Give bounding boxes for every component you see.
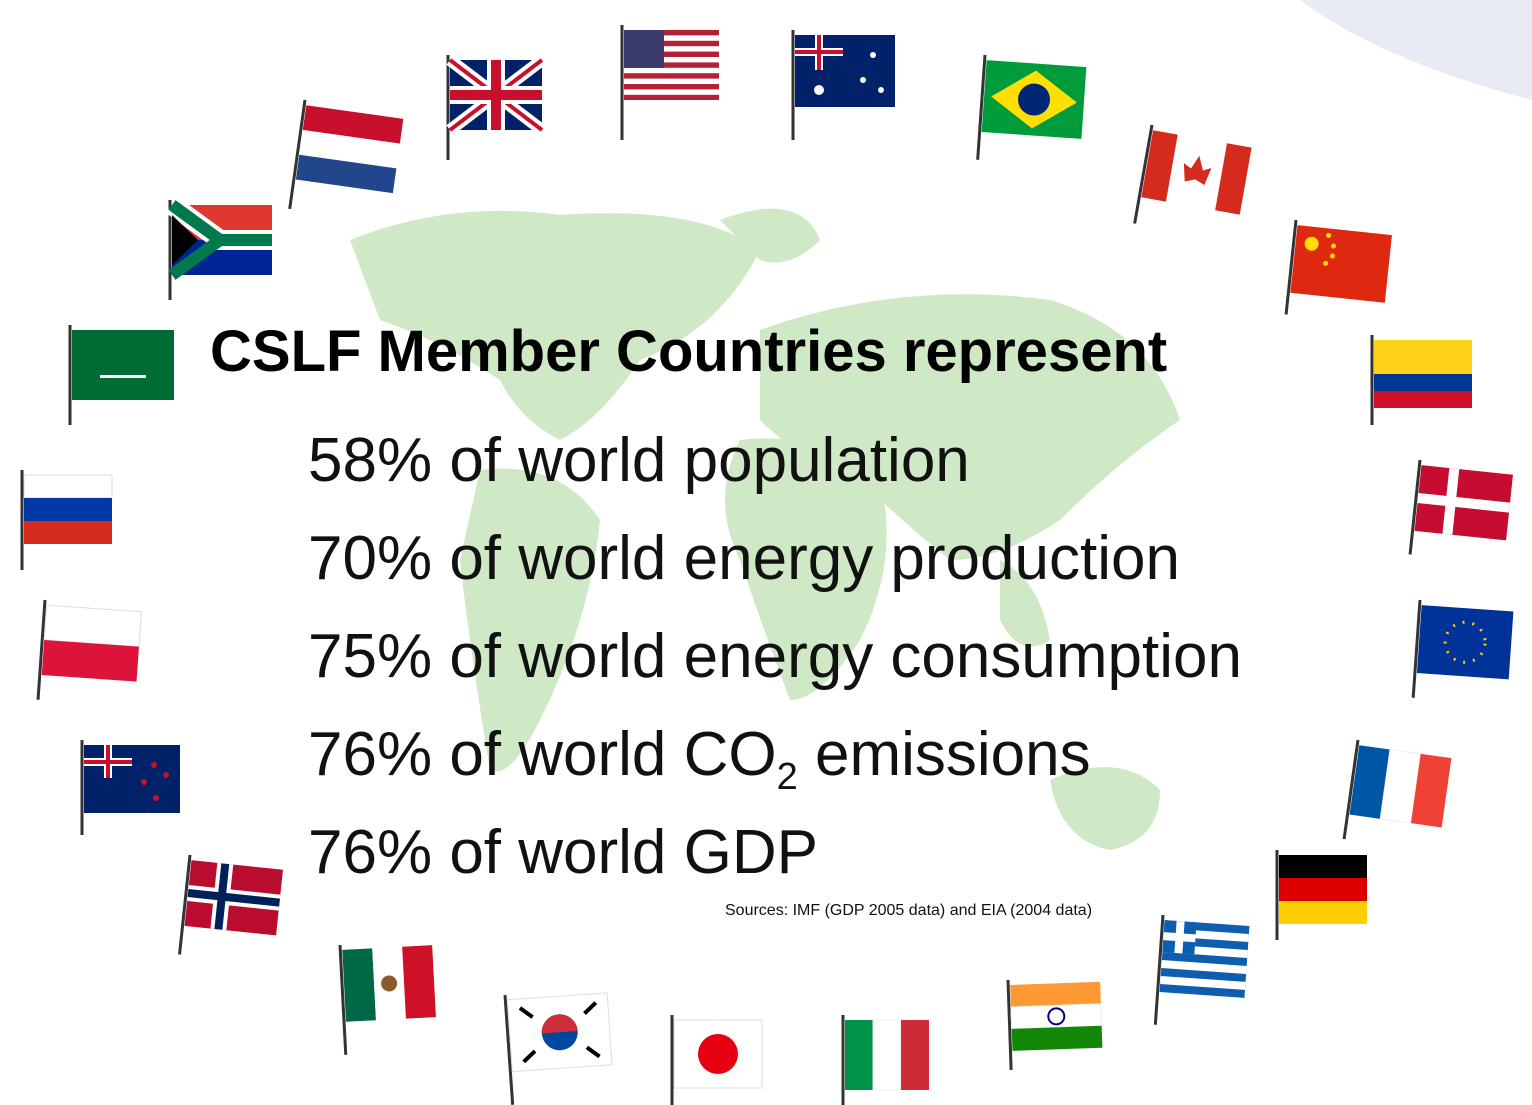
- statistic: 58% of world population: [308, 426, 970, 495]
- world-map: [350, 208, 1180, 850]
- corner-swoosh: [1300, 0, 1532, 100]
- flags: [20, 25, 1514, 1105]
- statistic: 76% of world CO2 emissions: [308, 706, 1242, 804]
- statistic: 76% of world GDP: [308, 818, 818, 887]
- subscript: 2: [776, 756, 798, 798]
- sources-note: Sources: IMF (GDP 2005 data) and EIA (20…: [725, 902, 1093, 919]
- statistics-list: 58% of world population 70% of world ene…: [308, 412, 1242, 902]
- statistic-text: emissions: [797, 720, 1091, 789]
- statistic-text: 76% of world CO: [308, 720, 777, 789]
- statistic: 70% of world energy production: [308, 524, 1180, 593]
- title: CSLF Member Countries represent: [210, 319, 1168, 384]
- statistic: 75% of world energy consumption: [308, 622, 1242, 691]
